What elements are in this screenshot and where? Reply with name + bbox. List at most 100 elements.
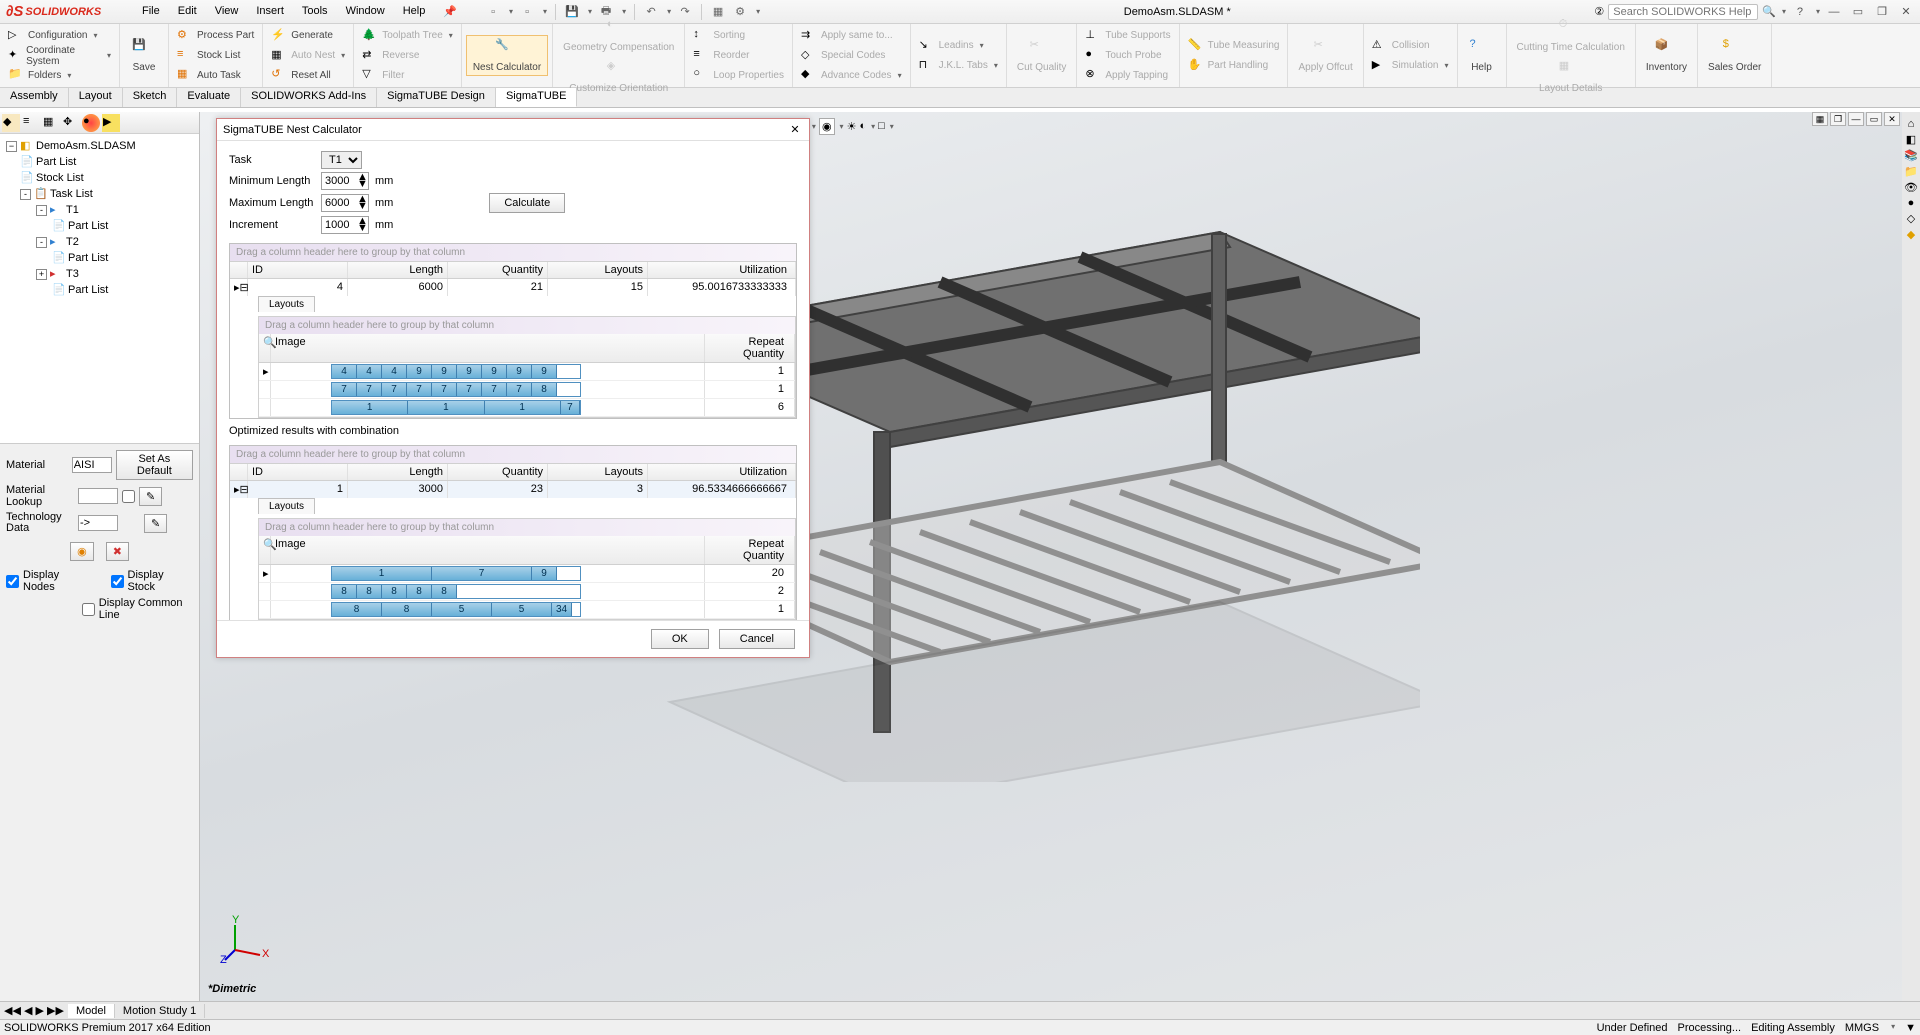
tree-item[interactable]: -▸T1 bbox=[4, 202, 195, 218]
status-rebuild-icon[interactable]: ▼ bbox=[1905, 1022, 1916, 1034]
nest-row[interactable]: ▸4449999991 bbox=[259, 363, 795, 381]
search-go-icon[interactable]: 🔍 bbox=[1762, 5, 1776, 18]
rail-resources-icon[interactable]: ◧ bbox=[1906, 133, 1916, 146]
tree-display-icon[interactable]: ≡ bbox=[22, 114, 40, 132]
generate-icon[interactable]: ⚡ bbox=[271, 28, 287, 44]
tab-addins[interactable]: SOLIDWORKS Add-Ins bbox=[241, 88, 377, 107]
tree-tag-icon[interactable]: ▶ bbox=[102, 114, 120, 132]
sales-order-button[interactable]: $Sales Order bbox=[1702, 36, 1767, 75]
restore-doc-button[interactable]: ❐ bbox=[1872, 4, 1892, 20]
delete-button[interactable]: ✖ bbox=[106, 542, 129, 561]
set-default-button[interactable]: Set As Default bbox=[116, 450, 193, 480]
folders-label[interactable]: Folders bbox=[28, 70, 61, 81]
rail-library-icon[interactable]: 📚 bbox=[1904, 149, 1918, 162]
rebuild-icon[interactable]: ▦ bbox=[710, 4, 726, 20]
tree-item[interactable]: +▸T3 bbox=[4, 266, 195, 282]
model-tab[interactable]: Model bbox=[68, 1004, 115, 1018]
dialog-close-button[interactable]: ✕ bbox=[787, 123, 803, 136]
menu-insert[interactable]: Insert bbox=[248, 2, 292, 21]
motion-tab[interactable]: Motion Study 1 bbox=[115, 1004, 205, 1018]
tab-layout[interactable]: Layout bbox=[69, 88, 123, 107]
menu-tools[interactable]: Tools bbox=[294, 2, 336, 21]
tree-root[interactable]: −◧DemoAsm.SLDASM bbox=[4, 138, 195, 154]
close-button[interactable]: ✕ bbox=[1896, 4, 1916, 20]
folders-icon[interactable]: 📁 bbox=[8, 67, 24, 83]
menu-window[interactable]: Window bbox=[338, 2, 393, 21]
tree-move-icon[interactable]: ✥ bbox=[62, 114, 80, 132]
stocklist-icon[interactable]: ≡ bbox=[177, 48, 193, 64]
tree-item[interactable]: -▸T2 bbox=[4, 234, 195, 250]
techdata-button[interactable]: ✎ bbox=[144, 514, 167, 533]
minlen-spinner[interactable]: ▲▼ bbox=[321, 172, 369, 190]
tree-item[interactable]: 📄Part List bbox=[4, 154, 195, 170]
grid-row[interactable]: ▸⊟ 4 6000 21 15 95.0016733333333 bbox=[230, 279, 796, 296]
nest-row[interactable]: 8855341 bbox=[259, 601, 795, 619]
options-icon[interactable]: ⚙ bbox=[732, 4, 748, 20]
nest-row[interactable]: 11176 bbox=[259, 399, 795, 417]
rail-forum-icon[interactable]: ◆ bbox=[1907, 228, 1915, 241]
gfx-min-icon[interactable]: — bbox=[1848, 112, 1864, 126]
lookup-check[interactable] bbox=[122, 490, 135, 503]
menu-edit[interactable]: Edit bbox=[170, 2, 205, 21]
tree-item[interactable]: 📄Part List bbox=[4, 250, 195, 266]
help-icon[interactable]: ? bbox=[1790, 4, 1810, 20]
view-setting-icon[interactable]: □ bbox=[878, 120, 885, 132]
new-icon[interactable]: ▫ bbox=[485, 4, 501, 20]
nest-row[interactable]: 888882 bbox=[259, 583, 795, 601]
config-label[interactable]: Configuration bbox=[28, 30, 87, 41]
tree-item[interactable]: -📋Task List bbox=[4, 186, 195, 202]
rail-custom-icon[interactable]: ◇ bbox=[1907, 212, 1915, 225]
nest-calculator-button[interactable]: 🔧Nest Calculator bbox=[466, 35, 548, 76]
scene-icon[interactable]: ☀ bbox=[847, 120, 857, 133]
pin-icon[interactable]: 📌 bbox=[435, 2, 465, 21]
ok-button[interactable]: OK bbox=[651, 629, 709, 649]
tree-item[interactable]: 📄Part List bbox=[4, 282, 195, 298]
tab-evaluate[interactable]: Evaluate bbox=[177, 88, 241, 107]
display-nodes-check[interactable] bbox=[6, 575, 19, 588]
help-button[interactable]: ?Help bbox=[1462, 36, 1502, 75]
process-icon[interactable]: ⚙ bbox=[177, 28, 193, 44]
rail-home-icon[interactable]: ⌂ bbox=[1908, 118, 1915, 130]
tree-item[interactable]: 📄Stock List bbox=[4, 170, 195, 186]
tab-sigmatube-design[interactable]: SigmaTUBE Design bbox=[377, 88, 496, 107]
inventory-button[interactable]: 📦Inventory bbox=[1640, 36, 1693, 75]
tree-appearance-icon[interactable]: ● bbox=[82, 114, 100, 132]
tree-item[interactable]: 📄Part List bbox=[4, 218, 195, 234]
nest-row[interactable]: 7777777781 bbox=[259, 381, 795, 399]
hide-show-icon[interactable]: ◉ bbox=[819, 118, 835, 135]
restore-button[interactable]: ▭ bbox=[1848, 4, 1868, 20]
nest-row[interactable]: ▸17920 bbox=[259, 565, 795, 583]
coord-label[interactable]: Coordinate System bbox=[26, 45, 101, 67]
calculate-button[interactable]: Calculate bbox=[489, 193, 565, 213]
coord-icon[interactable]: ✦ bbox=[8, 48, 22, 64]
autotask-icon[interactable]: ▦ bbox=[177, 67, 193, 83]
techdata-input[interactable] bbox=[78, 515, 118, 531]
tab-assembly[interactable]: Assembly bbox=[0, 88, 69, 107]
gfx-close-icon[interactable]: ✕ bbox=[1884, 112, 1900, 126]
tab-sketch[interactable]: Sketch bbox=[123, 88, 178, 107]
tree-filter-icon[interactable]: ◆ bbox=[2, 114, 20, 132]
layouts-tab[interactable]: Layouts bbox=[258, 296, 315, 312]
task-select[interactable]: T1 bbox=[321, 151, 362, 169]
lookup-button[interactable]: ✎ bbox=[139, 487, 162, 506]
rail-appearance-icon[interactable]: ● bbox=[1908, 197, 1915, 209]
grid-row[interactable]: ▸⊟ 1 3000 23 3 96.5334666666667 bbox=[230, 481, 796, 498]
refresh-button[interactable]: ◉ bbox=[70, 542, 94, 561]
display-stock-check[interactable] bbox=[111, 575, 124, 588]
menu-file[interactable]: File bbox=[134, 2, 168, 21]
material-input[interactable] bbox=[72, 457, 112, 473]
inc-spinner[interactable]: ▲▼ bbox=[321, 216, 369, 234]
tree-config-icon[interactable]: ▦ bbox=[42, 114, 60, 132]
config-icon[interactable]: ▷ bbox=[8, 28, 24, 44]
status-units[interactable]: MMGS bbox=[1845, 1022, 1879, 1034]
rail-explorer-icon[interactable]: 📁 bbox=[1904, 165, 1918, 178]
display-common-check[interactable] bbox=[82, 603, 95, 616]
minimize-button[interactable]: — bbox=[1824, 4, 1844, 20]
tab-sigmatube[interactable]: SigmaTUBE bbox=[496, 88, 578, 107]
cancel-button[interactable]: Cancel bbox=[719, 629, 795, 649]
open-icon[interactable]: ▫ bbox=[519, 4, 535, 20]
gfx-max-icon[interactable]: ▭ bbox=[1866, 112, 1882, 126]
menu-help[interactable]: Help bbox=[395, 2, 434, 21]
rail-view-icon[interactable]: 👁 bbox=[1904, 181, 1918, 194]
save-button[interactable]: 💾Save bbox=[124, 36, 164, 75]
